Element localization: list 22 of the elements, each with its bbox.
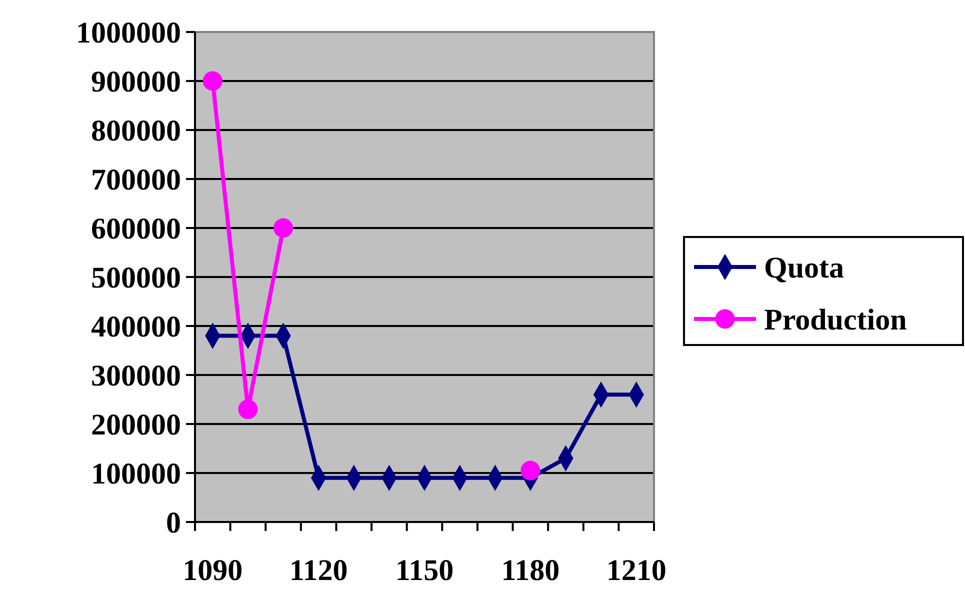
legend-label: Production bbox=[764, 304, 908, 336]
x-tick-label: 1090 bbox=[182, 554, 243, 587]
y-tick-label: 300000 bbox=[91, 360, 181, 392]
point bbox=[202, 71, 222, 91]
legend-label: Quota bbox=[764, 252, 844, 284]
x-tick-label: 1180 bbox=[501, 554, 560, 587]
y-tick-label: 800000 bbox=[91, 114, 181, 148]
y-tick-label: 500000 bbox=[91, 262, 181, 294]
point bbox=[520, 460, 540, 480]
point bbox=[273, 218, 294, 238]
y-tick-label: 0 bbox=[166, 506, 181, 540]
y-tick-label: 1000000 bbox=[76, 16, 181, 50]
x-tick-label: 1150 bbox=[395, 554, 454, 587]
y-tick-label: 200000 bbox=[91, 408, 181, 442]
y-tick-label: 600000 bbox=[91, 212, 181, 246]
y-tick-label: 100000 bbox=[91, 458, 181, 490]
x-tick-label: 1210 bbox=[606, 554, 666, 587]
x-tick-label: 1120 bbox=[289, 554, 348, 587]
y-tick-label: 400000 bbox=[91, 310, 181, 344]
y-tick-label: 700000 bbox=[91, 164, 181, 196]
y-tick-label: 900000 bbox=[91, 66, 181, 98]
point bbox=[238, 400, 258, 420]
